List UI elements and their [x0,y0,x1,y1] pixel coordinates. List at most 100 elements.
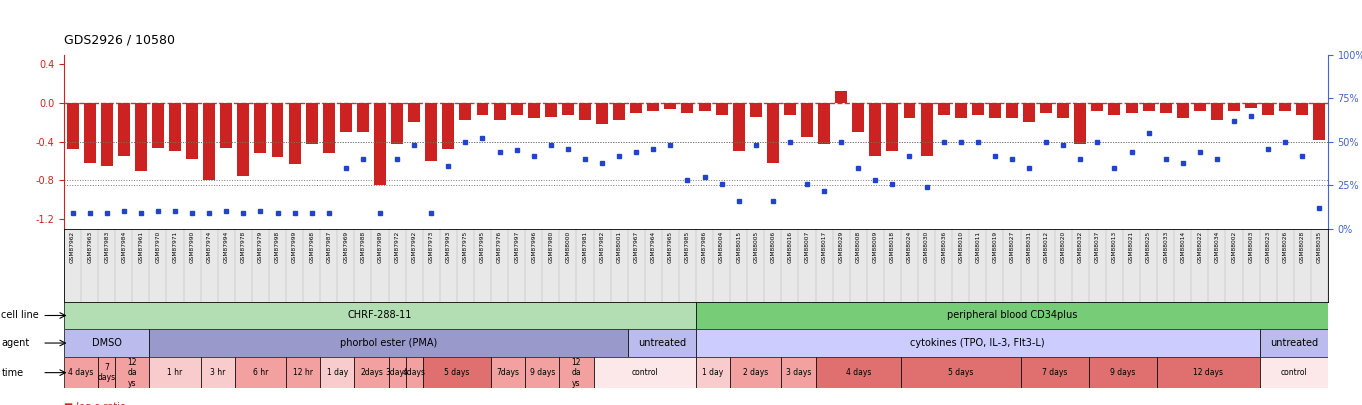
Bar [64,302,696,329]
Bar [1263,103,1273,115]
Bar [715,103,727,115]
Text: 1 day: 1 day [703,368,723,377]
Bar [286,357,320,388]
Bar [477,103,489,115]
Bar [187,103,197,159]
Text: 2days: 2days [360,368,383,377]
Text: untreated: untreated [637,338,686,348]
Bar [459,103,471,120]
Text: GSM87992: GSM87992 [411,231,417,263]
Bar [135,103,147,171]
Text: GSM87990: GSM87990 [189,231,195,263]
Bar [696,329,1260,357]
Bar [1091,103,1103,111]
Bar [203,103,215,181]
Bar [696,357,730,388]
Bar [1125,103,1137,113]
Bar [1159,103,1171,113]
Bar [801,103,813,137]
Bar [271,103,283,157]
Text: GSM87963: GSM87963 [87,231,93,263]
Bar [1279,103,1291,111]
Bar [628,329,696,357]
Text: GSM88024: GSM88024 [907,231,913,263]
Text: GSM88017: GSM88017 [821,231,827,263]
Bar [511,103,523,115]
Bar [921,103,933,156]
Bar [903,103,915,117]
Bar [613,103,625,120]
Text: GSM88007: GSM88007 [805,231,809,263]
Bar [767,103,779,163]
Bar [83,103,95,163]
Bar [1245,103,1257,108]
Bar [594,357,696,388]
Text: untreated: untreated [1269,338,1318,348]
Bar [101,103,113,166]
Text: GDS2926 / 10580: GDS2926 / 10580 [64,34,174,47]
Bar [340,103,351,132]
Bar [527,103,539,117]
Text: peripheral blood CD34plus: peripheral blood CD34plus [947,311,1077,320]
Bar [1075,103,1087,144]
Text: 1 day: 1 day [327,368,347,377]
Text: 4days: 4days [403,368,426,377]
Text: GSM87982: GSM87982 [599,231,605,263]
Bar [443,103,455,149]
Bar [237,103,249,176]
Bar [357,103,369,132]
Bar [169,103,181,151]
Bar [493,103,505,120]
Bar [526,357,560,388]
Text: GSM88012: GSM88012 [1043,231,1049,263]
Text: GSM87986: GSM87986 [701,231,707,263]
Text: GSM88015: GSM88015 [737,231,741,263]
Bar [116,357,150,388]
Text: time: time [1,368,23,377]
Bar [733,103,745,151]
Text: ■ log e ratio: ■ log e ratio [64,402,125,405]
Text: GSM88020: GSM88020 [1061,231,1065,263]
Bar [989,103,1001,117]
Bar [560,357,594,388]
Bar [98,357,116,388]
Text: GSM87983: GSM87983 [105,231,109,263]
Bar [323,103,335,153]
Bar [853,103,865,132]
Text: GSM88036: GSM88036 [941,231,947,263]
Bar [425,103,437,161]
Text: GSM88037: GSM88037 [1095,231,1100,263]
Bar [730,357,782,388]
Text: GSM87972: GSM87972 [395,231,399,263]
Bar [1143,103,1155,111]
Text: GSM87976: GSM87976 [497,231,503,263]
Bar [1020,357,1088,388]
Text: GSM88031: GSM88031 [1027,231,1031,263]
Text: 6 hr: 6 hr [253,368,268,377]
Text: cytokines (TPO, IL-3, Flt3-L): cytokines (TPO, IL-3, Flt3-L) [910,338,1045,348]
Text: GSM87981: GSM87981 [583,231,587,263]
Text: GSM88032: GSM88032 [1077,231,1083,263]
Text: GSM88018: GSM88018 [889,231,895,263]
Bar [785,103,795,115]
Bar [869,103,881,156]
Bar [681,103,693,113]
Bar [579,103,591,120]
Bar [200,357,234,388]
Bar [1088,357,1158,388]
Text: 5 days: 5 days [948,368,974,377]
Text: DMSO: DMSO [91,338,121,348]
Text: GSM87974: GSM87974 [207,231,211,263]
Text: GSM87965: GSM87965 [667,231,673,263]
Bar [289,103,301,164]
Text: GSM87996: GSM87996 [531,231,537,263]
Bar [1211,103,1223,120]
Text: GSM87967: GSM87967 [633,231,639,263]
Text: 12 days: 12 days [1193,368,1223,377]
Bar [1313,103,1325,140]
Text: control: control [632,368,658,377]
Text: phorbol ester (PMA): phorbol ester (PMA) [340,338,437,348]
Bar [150,329,628,357]
Text: cell line: cell line [1,311,39,320]
Text: GSM88035: GSM88035 [1317,231,1323,263]
